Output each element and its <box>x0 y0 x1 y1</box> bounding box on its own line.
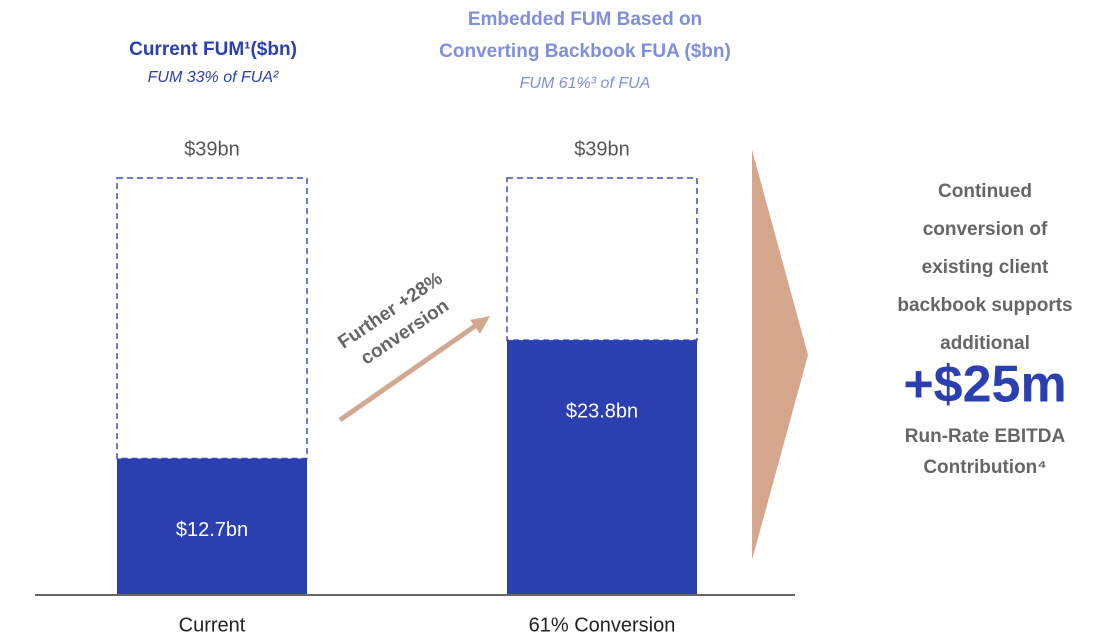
chart-subtitle: FUM 33% of FUA² <box>148 69 279 86</box>
chart-title: Current FUM¹($bn) <box>129 39 297 60</box>
value-label: $23.8bn <box>566 400 638 422</box>
callout-value: +$25m <box>903 356 1066 414</box>
callout-text: additional <box>940 333 1030 354</box>
chart-title: Converting Backbook FUA ($bn) <box>439 41 731 62</box>
total-outline <box>116 177 308 460</box>
chevron <box>752 150 808 560</box>
callout-text: conversion of <box>923 219 1048 240</box>
callout: Continued conversion of existing client … <box>897 181 1072 478</box>
callout-text: Continued <box>938 181 1032 202</box>
callout-text: backbook supports <box>897 295 1072 316</box>
bar <box>117 458 307 594</box>
total-label: $39bn <box>574 138 630 160</box>
bar <box>507 340 697 594</box>
annotation: Further +28% conversion <box>334 268 452 369</box>
chart-subtitle: FUM 61%³ of FUA <box>520 75 651 92</box>
callout-text: Contribution⁴ <box>923 457 1046 478</box>
x-tick-label: Current <box>179 614 246 636</box>
total-label: $39bn <box>184 138 240 160</box>
x-tick-label: 61% Conversion <box>529 614 676 636</box>
chart-title: Embedded FUM Based on <box>468 9 702 30</box>
total-outline <box>506 177 698 341</box>
arrow-head <box>470 316 490 334</box>
value-label: $12.7bn <box>176 519 248 541</box>
callout-text: existing client <box>922 257 1049 278</box>
callout-text: Run-Rate EBITDA <box>905 426 1066 447</box>
arrow <box>338 321 480 423</box>
